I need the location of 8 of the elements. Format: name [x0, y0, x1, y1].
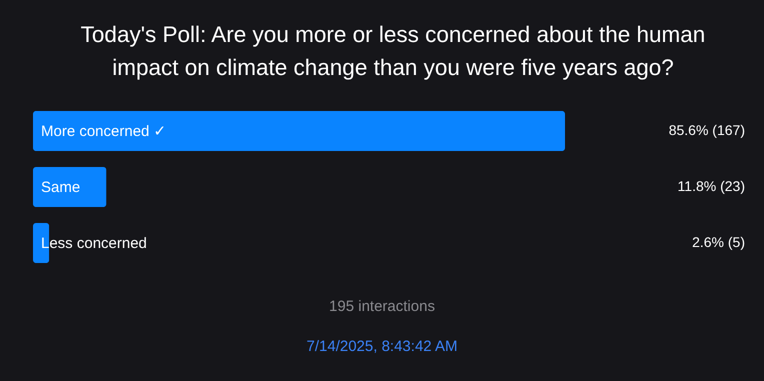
text: 7/14/2025, 8:43:42 AM	[306, 338, 458, 355]
data-label: 2.6% (5)	[692, 234, 745, 250]
y-tick-label: Same	[41, 179, 80, 196]
y-tick-label: More concerned ✓	[41, 123, 167, 140]
data-label: 11.8% (23)	[678, 178, 745, 194]
data-label: 85.6% (167)	[668, 122, 745, 138]
text: 195 interactions	[328, 298, 436, 315]
chart-title: Today's Poll: Are you more or less concerned about the human impact on climate change than you were five years ago?	[80, 21, 706, 82]
